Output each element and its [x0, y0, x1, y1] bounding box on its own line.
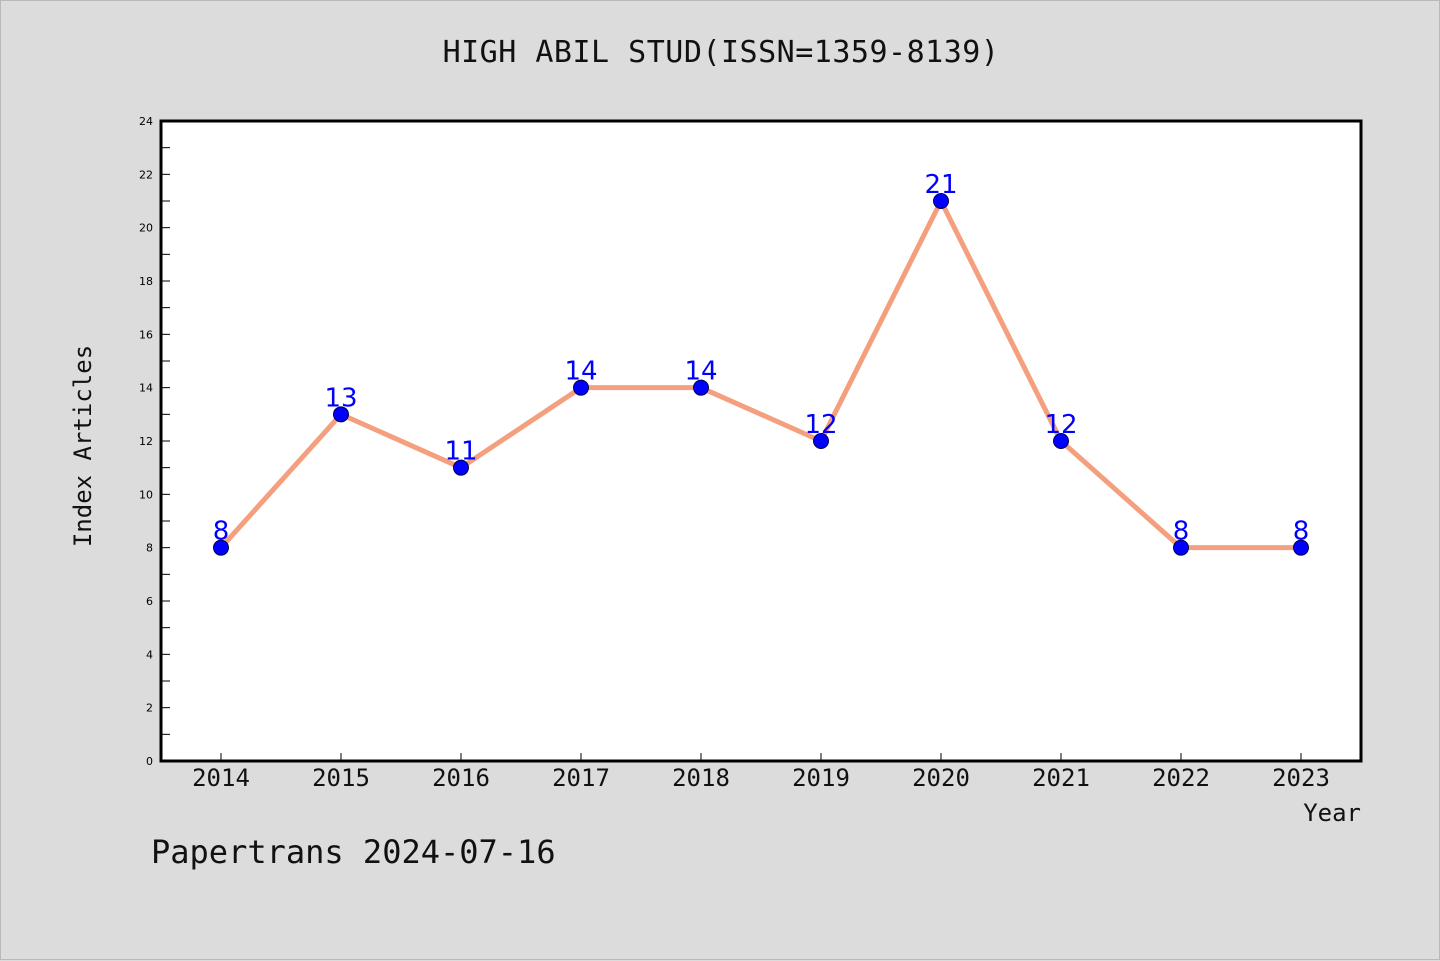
y-tick-label: 20 — [139, 222, 153, 235]
data-point — [573, 379, 589, 396]
x-tick-label: 2021 — [1032, 764, 1090, 792]
footer-note: Papertrans 2024-07-16 — [151, 833, 556, 871]
data-label: 13 — [324, 383, 357, 413]
y-tick-label: 2 — [146, 702, 153, 715]
y-axis-label: Index Articles — [69, 345, 97, 547]
data-point — [213, 539, 229, 556]
data-label-layer: 8 13 11 14 14 12 21 12 8 8 — [213, 170, 1310, 547]
chart-title: HIGH ABIL STUD(ISSN=1359-8139) — [442, 35, 1000, 70]
y-tick-label: 0 — [146, 755, 153, 768]
plot-area — [159, 119, 1363, 763]
data-point — [1053, 433, 1069, 449]
y-tick-label: 24 — [139, 115, 153, 128]
data-label: 12 — [804, 410, 837, 440]
y-tick-label: 6 — [146, 595, 153, 608]
data-label: 21 — [924, 170, 957, 200]
y-tick-label: 22 — [139, 168, 153, 181]
y-tick-label: 12 — [139, 435, 153, 448]
x-tick-label: 2014 — [192, 764, 250, 792]
data-label: 11 — [444, 437, 477, 467]
data-label: 12 — [1044, 410, 1077, 440]
y-tick-label: 14 — [139, 382, 153, 395]
series-layer — [213, 193, 1309, 556]
x-tick-label: 2016 — [432, 764, 490, 792]
series-line — [218, 198, 1304, 551]
x-tick-label: 2022 — [1152, 764, 1210, 792]
data-label: 8 — [1173, 517, 1190, 547]
x-axis: 2014 2015 2016 2017 2018 2019 2020 2021 2022 2023 — [192, 753, 1330, 792]
data-point — [1293, 539, 1309, 556]
data-point — [453, 459, 469, 476]
data-label: 8 — [213, 517, 230, 547]
y-tick-label: 16 — [139, 328, 153, 341]
data-point — [1173, 539, 1189, 556]
x-tick-label: 2019 — [792, 764, 850, 792]
y-tick-label: 18 — [139, 275, 153, 288]
x-tick-label: 2017 — [552, 764, 610, 792]
x-tick-label: 2015 — [312, 764, 370, 792]
y-tick-label: 10 — [139, 488, 153, 501]
y-tick-label: 8 — [146, 542, 153, 555]
x-axis-label: Year — [1303, 799, 1361, 827]
x-tick-label: 2020 — [912, 764, 970, 792]
data-label: 8 — [1293, 517, 1310, 547]
data-point — [693, 379, 709, 396]
y-tick-label: 4 — [146, 648, 153, 661]
data-label: 14 — [564, 357, 597, 387]
data-point — [933, 193, 949, 209]
x-tick-label: 2023 — [1272, 764, 1330, 792]
data-point — [333, 406, 349, 423]
x-tick-label: 2018 — [672, 764, 730, 792]
data-label: 14 — [684, 357, 717, 387]
data-point — [813, 433, 829, 449]
